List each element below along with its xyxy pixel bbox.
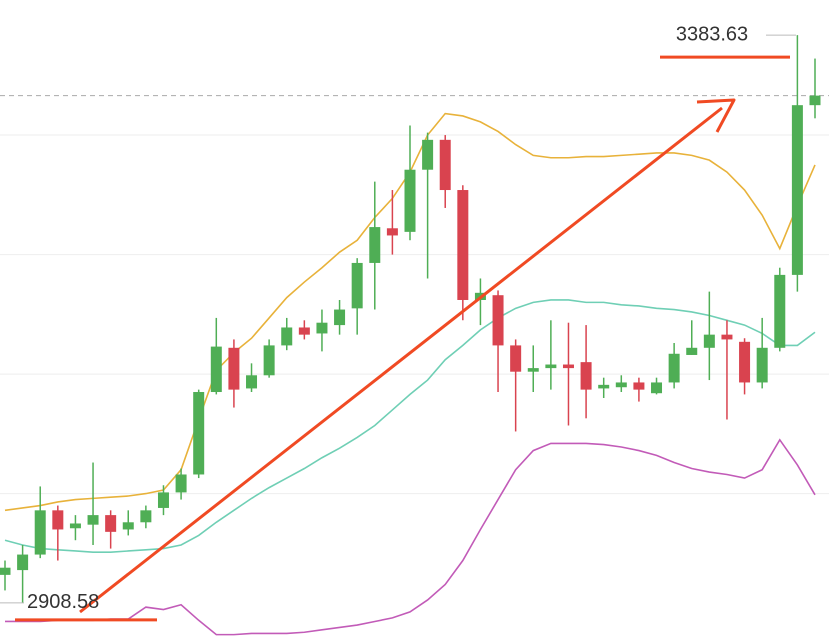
candle-body bbox=[668, 353, 680, 383]
candle-body bbox=[651, 382, 663, 394]
candle-body bbox=[598, 384, 610, 389]
candle-body bbox=[756, 347, 768, 383]
candle-body bbox=[386, 228, 398, 236]
candle-body bbox=[562, 364, 574, 369]
candle-body bbox=[140, 510, 152, 523]
grid bbox=[0, 95, 829, 495]
max-price-label: 3383.63 bbox=[676, 23, 748, 45]
candle-body bbox=[686, 347, 698, 355]
candle-body bbox=[369, 227, 381, 263]
candle-body bbox=[580, 362, 592, 390]
candles bbox=[0, 35, 821, 603]
candle-body bbox=[791, 105, 803, 275]
annotations: 3383.63 2908.58 bbox=[0, 23, 796, 622]
candle-body bbox=[527, 368, 539, 372]
candle-body bbox=[774, 274, 786, 348]
candle-body bbox=[175, 474, 187, 493]
candle-body bbox=[351, 262, 363, 309]
candle-body bbox=[721, 334, 733, 340]
candle-body bbox=[492, 295, 504, 346]
candle-body bbox=[615, 382, 627, 388]
candle-body bbox=[228, 347, 240, 390]
min-price-label: 2908.58 bbox=[27, 591, 99, 613]
candle-body bbox=[122, 522, 134, 530]
candle-body bbox=[105, 515, 117, 532]
indicator-line bbox=[5, 438, 816, 636]
candle-body bbox=[633, 382, 645, 390]
candle-body bbox=[316, 322, 328, 334]
candle-body bbox=[439, 139, 451, 191]
candle-body bbox=[17, 554, 29, 571]
candle-body bbox=[246, 375, 258, 389]
candle-body bbox=[404, 169, 416, 232]
candle-body bbox=[87, 515, 99, 525]
trend-arrow bbox=[79, 106, 723, 614]
candle-body bbox=[334, 309, 346, 326]
candle-body bbox=[510, 345, 522, 372]
candle-body bbox=[298, 327, 310, 335]
candle-body bbox=[422, 139, 434, 170]
candle-body bbox=[545, 364, 557, 369]
candle-body bbox=[52, 510, 64, 530]
indicator-line bbox=[4, 299, 816, 553]
candle-body bbox=[809, 95, 821, 106]
candle-body bbox=[0, 567, 11, 575]
candle-body bbox=[457, 190, 469, 300]
candle-body bbox=[263, 345, 275, 376]
candle-body bbox=[739, 341, 751, 383]
candle-body bbox=[281, 327, 293, 346]
candle-body bbox=[34, 510, 46, 555]
candle-body bbox=[193, 392, 205, 475]
candle-body bbox=[703, 334, 715, 348]
candle-body bbox=[210, 346, 222, 393]
candle-body bbox=[157, 492, 169, 508]
arrow-head bbox=[696, 98, 736, 133]
candle-body bbox=[69, 523, 81, 529]
